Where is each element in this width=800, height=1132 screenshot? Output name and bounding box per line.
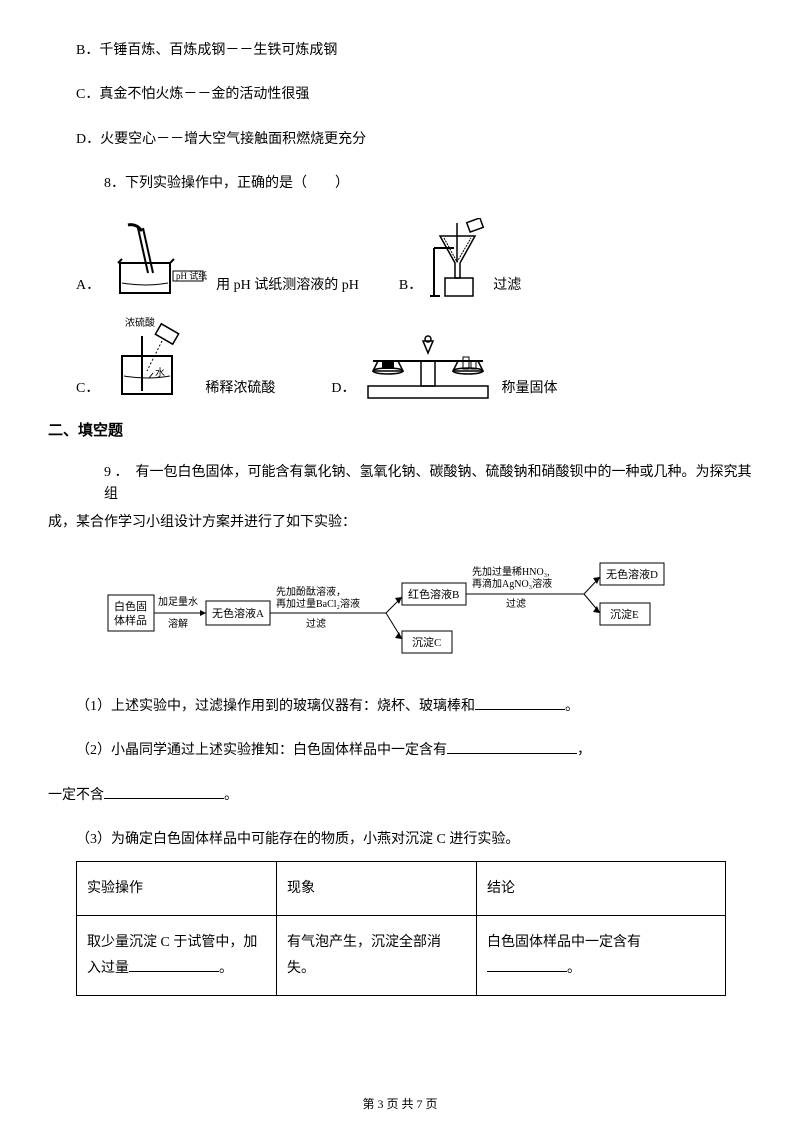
svg-text:体样品: 体样品 — [114, 613, 147, 627]
q9-p2b-end: 。 — [224, 788, 238, 803]
q9-p2b-text: 一定不含 — [48, 788, 104, 803]
th-operation: 实验操作 — [77, 862, 277, 916]
flowchart: 白色固体样品 加足量水溶解 无色溶液A 先加酚酞溶液， 再加过量BaCl₂溶液 … — [106, 557, 752, 672]
ph-paper-icon: pH 试纸 — [108, 223, 208, 298]
blank[interactable] — [447, 740, 577, 754]
q9-p1: （1）上述实验中，过滤操作用到的玻璃仪器有：烧杯、玻璃棒和 。 — [48, 696, 752, 718]
q8-stem: 8．下列实验操作中，正确的是（ ） — [48, 173, 752, 195]
r1-end: 。 — [219, 961, 233, 976]
svg-text:无色溶液D: 无色溶液D — [606, 567, 658, 581]
section-2-title: 二、填空题 — [48, 419, 752, 440]
r3-end: 。 — [567, 961, 581, 976]
q9-p1-end: 。 — [565, 699, 579, 714]
svg-text:沉淀C: 沉淀C — [412, 635, 441, 649]
dilute-acid-icon: 浓硫酸 水 — [107, 316, 197, 401]
filter-icon — [430, 218, 485, 298]
q9-p1-text: （1）上述实验中，过滤操作用到的玻璃仪器有：烧杯、玻璃棒和 — [76, 699, 475, 714]
svg-text:水: 水 — [155, 367, 165, 379]
experiment-table: 实验操作 现象 结论 取少量沉淀 C 于试管中，加入过量。 有气泡产生，沉淀全部… — [76, 861, 726, 996]
q9-p3: （3）为确定白色固体样品中可能存在的物质，小燕对沉淀 C 进行实验。 — [48, 829, 752, 851]
q8-row-ab: A． pH 试纸 用 pH 试纸测溶液的 pH B． 过滤 — [48, 218, 752, 298]
q9-p2b: 一定不含 。 — [48, 785, 752, 807]
svg-text:先加酚酞溶液，: 先加酚酞溶液， — [276, 585, 346, 598]
svg-text:过滤: 过滤 — [506, 597, 526, 610]
q8-a-text: 用 pH 试纸测溶液的 pH — [216, 274, 359, 298]
svg-text:白色固: 白色固 — [114, 599, 147, 613]
th-phenomenon: 现象 — [277, 862, 477, 916]
svg-text:沉淀E: 沉淀E — [610, 607, 639, 621]
blank[interactable] — [487, 958, 567, 972]
q9-stem1: 9 ． 有一包白色固体，可能含有氯化钠、氢氧化钠、碳酸钠、硫酸钠和硝酸钡中的一种… — [48, 462, 752, 507]
q8-a-label: A． — [76, 274, 100, 298]
blank[interactable] — [475, 696, 565, 710]
option-d: D．火要空心－－增大空气接触面积燃烧更充分 — [48, 129, 752, 151]
q9-p2: （2）小晶同学通过上述实验推知：白色固体样品中一定含有 ， — [48, 740, 752, 762]
svg-text:加足量水: 加足量水 — [158, 596, 198, 608]
option-b: B．千锤百炼、百炼成钢－－生铁可炼成钢 — [48, 40, 752, 62]
option-c: C．真金不怕火炼－－金的活动性很强 — [48, 84, 752, 106]
r3-pre: 白色固体样品中一定含有 — [487, 935, 641, 950]
q8-b-label: B． — [399, 274, 422, 298]
q9-stem2: 成，某合作学习小组设计方案并进行了如下实验： — [48, 512, 752, 534]
q8-d-label: D． — [331, 377, 355, 401]
q8-c-text: 稀释浓硫酸 — [205, 377, 275, 401]
svg-text:先加过量稀HNO₃,: 先加过量稀HNO₃, — [472, 565, 550, 578]
svg-text:无色溶液A: 无色溶液A — [212, 606, 264, 620]
blank[interactable] — [104, 785, 224, 799]
svg-text:过滤: 过滤 — [306, 617, 326, 630]
svg-text:再滴加AgNO₃溶液: 再滴加AgNO₃溶液 — [472, 577, 552, 590]
svg-text:再加过量BaCl₂溶液: 再加过量BaCl₂溶液 — [276, 597, 360, 610]
svg-text:浓硫酸: 浓硫酸 — [125, 316, 155, 329]
blank[interactable] — [129, 958, 219, 972]
q8-row-cd: C． 浓硫酸 水 稀释浓硫酸 D． 称量固体 — [48, 316, 752, 401]
q9-p2-text: （2）小晶同学通过上述实验推知：白色固体样品中一定含有 — [76, 743, 447, 758]
q9-p2-end: ， — [577, 743, 591, 758]
td-operation: 取少量沉淀 C 于试管中，加入过量。 — [77, 916, 277, 995]
svg-text:溶解: 溶解 — [168, 617, 188, 630]
q8-d-text: 称量固体 — [501, 377, 557, 401]
q8-b-text: 过滤 — [493, 274, 521, 298]
th-conclusion: 结论 — [477, 862, 726, 916]
td-phenomenon: 有气泡产生，沉淀全部消失。 — [277, 916, 477, 995]
page-footer: 第 3 页 共 7 页 — [0, 1095, 800, 1112]
balance-scale-icon — [363, 331, 493, 401]
td-conclusion: 白色固体样品中一定含有。 — [477, 916, 726, 995]
q8-c-label: C． — [76, 377, 99, 401]
svg-text:pH 试纸: pH 试纸 — [176, 270, 207, 281]
svg-text:红色溶液B: 红色溶液B — [408, 587, 459, 601]
